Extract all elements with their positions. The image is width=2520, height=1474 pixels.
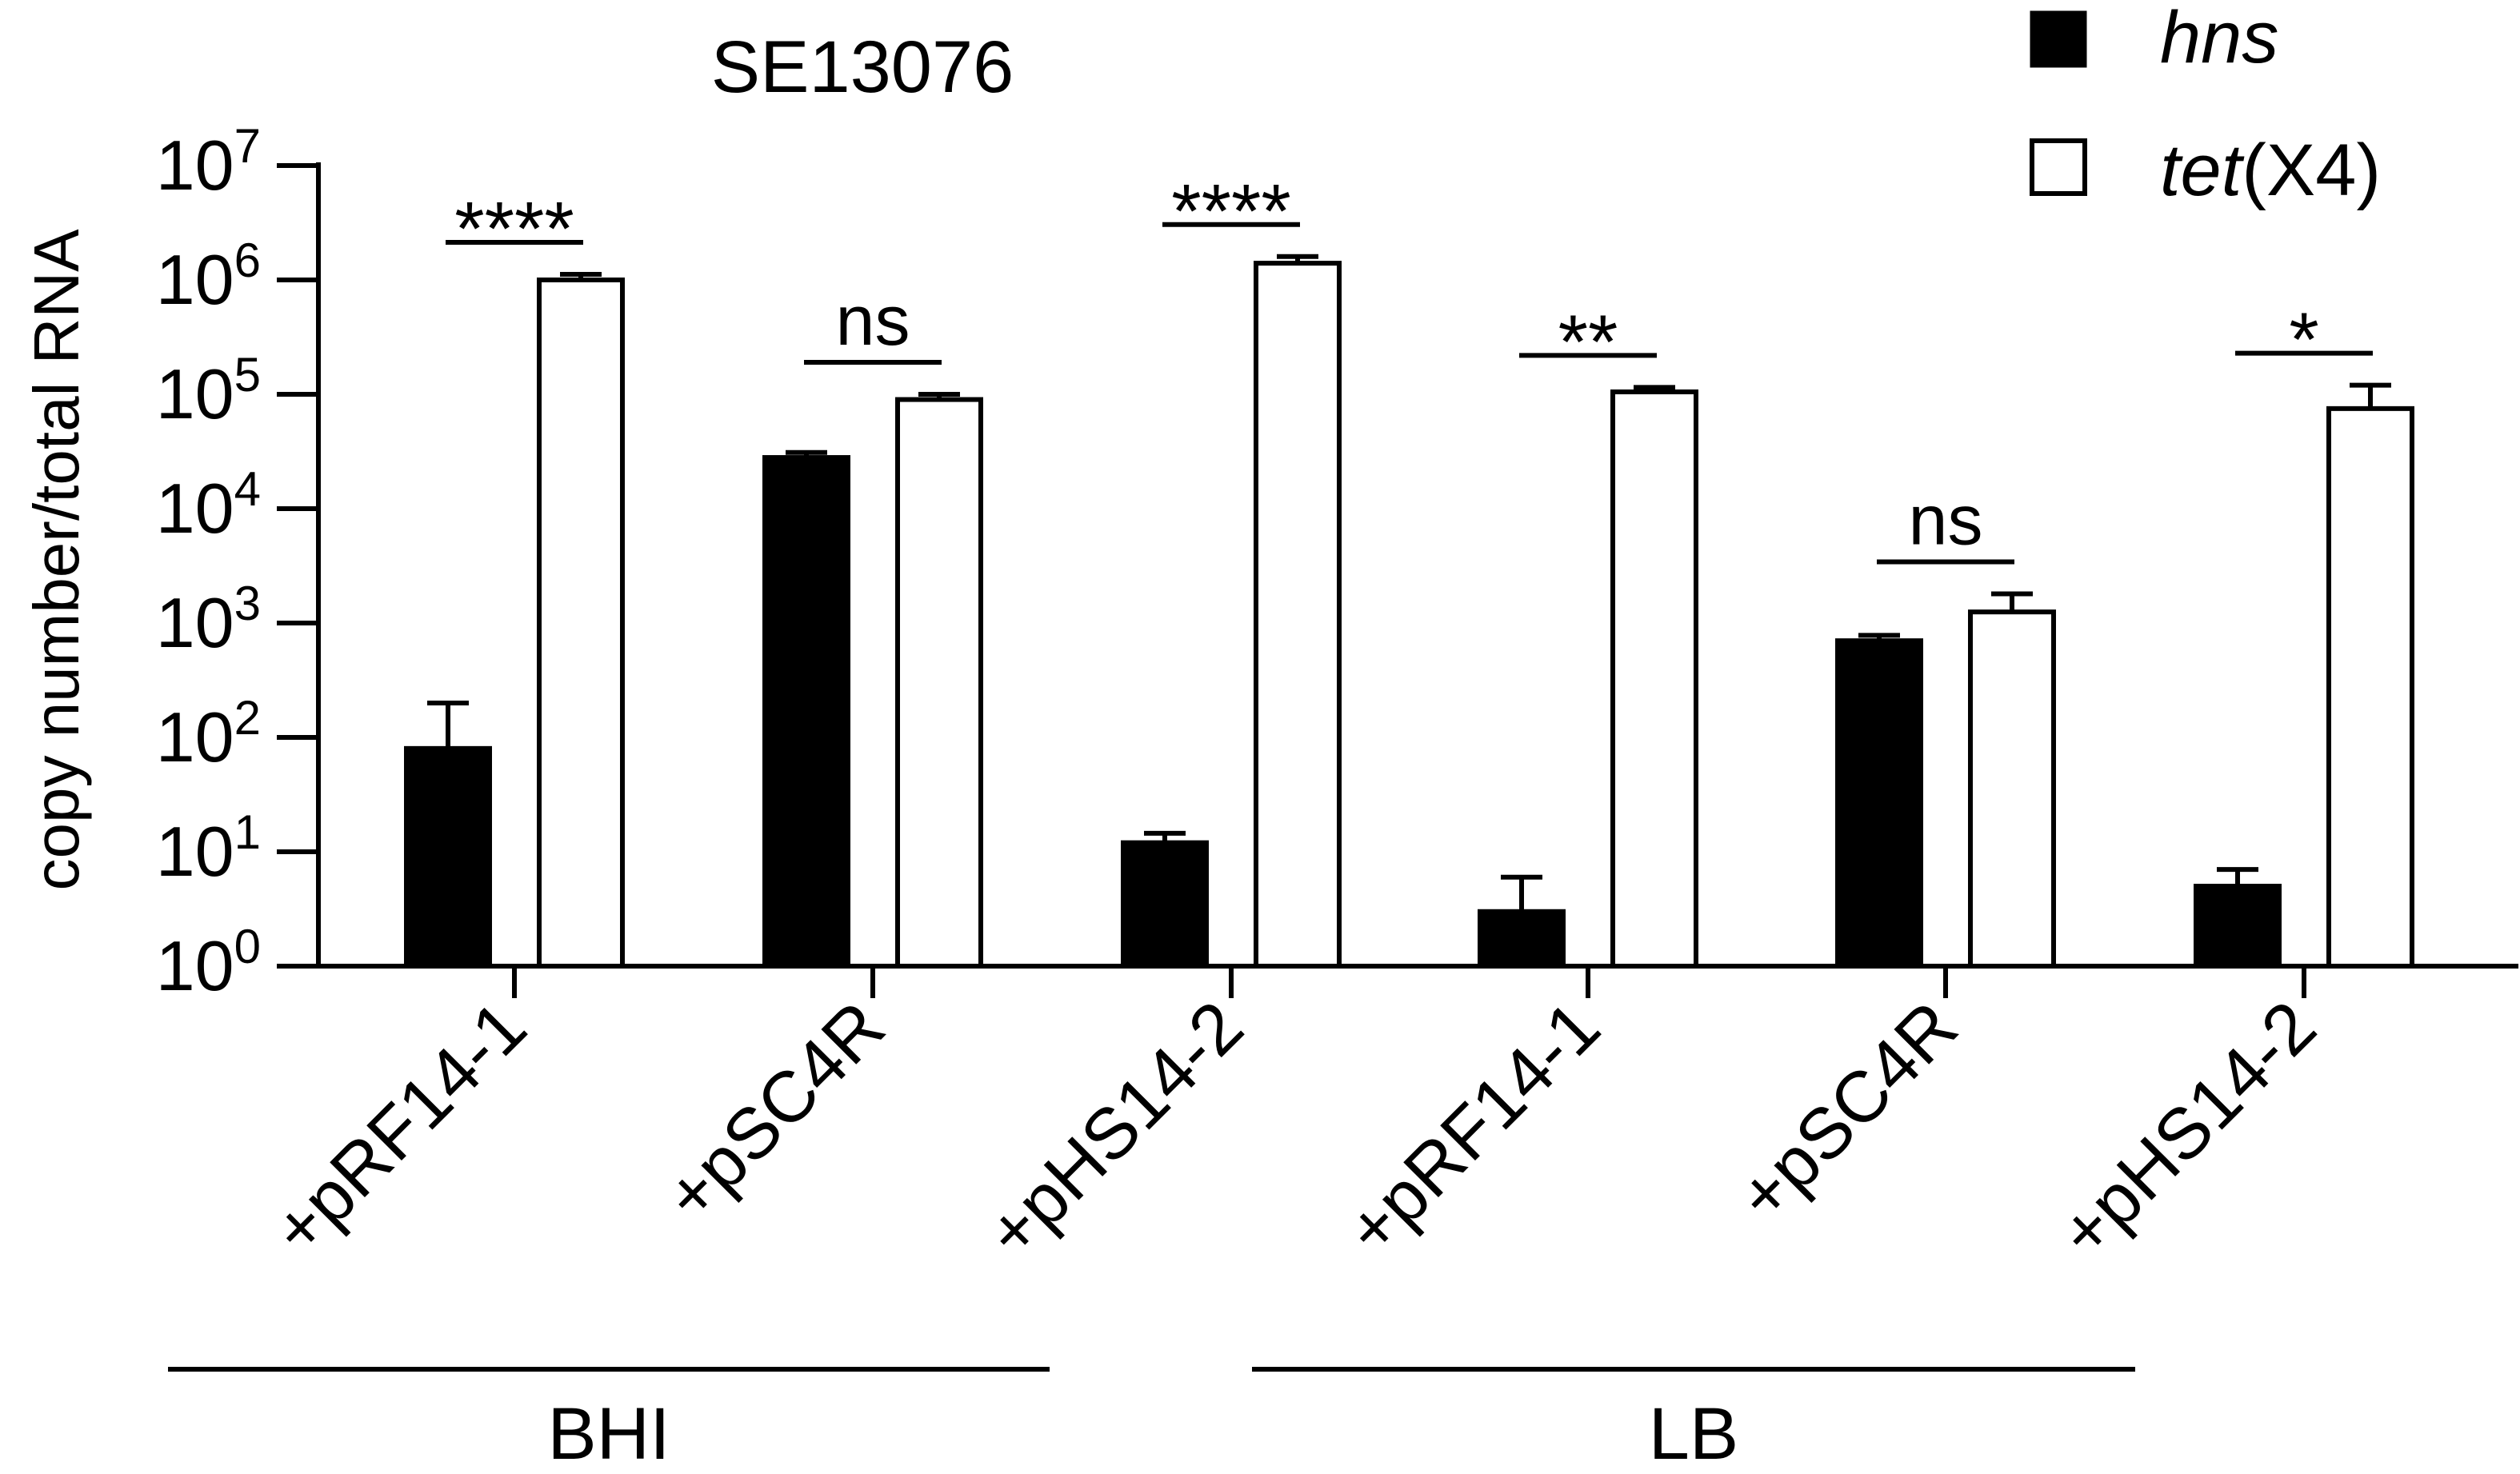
x-tick-label: +pSC4R	[650, 986, 900, 1236]
y-tick-label-base: 10	[156, 812, 234, 891]
y-tick-label-base: 10	[156, 469, 234, 548]
x-tick-label: +pHS14-2	[2044, 986, 2331, 1273]
legend-label-tetx4: tet(X4)	[2160, 130, 2381, 211]
bar-hns	[1478, 909, 1566, 969]
y-tick-label: 102	[156, 691, 261, 777]
legend-label-tetx4-suffix: (X4)	[2242, 130, 2381, 211]
significance-annotations: ****ns******ns*	[446, 169, 2373, 565]
significance-label: ns	[836, 281, 910, 360]
significance-label: *	[2289, 298, 2318, 383]
legend-label-hns: hns	[2160, 0, 2278, 78]
y-tick-label: 104	[156, 462, 261, 548]
significance-label: **	[1558, 299, 1618, 385]
y-tick-label-base: 10	[156, 126, 234, 205]
y-tick-label-exponent: 6	[234, 234, 261, 287]
bar-hns	[762, 455, 850, 969]
y-tick-label-exponent: 4	[234, 462, 261, 516]
y-tick-label-base: 10	[156, 697, 234, 777]
significance-label: ns	[1909, 480, 1983, 559]
legend-item-tetx4: tet(X4)	[2030, 130, 2381, 211]
bars	[404, 261, 2414, 969]
y-tick-label-exponent: 5	[234, 348, 261, 401]
group-labels: BHI LB	[168, 1367, 2135, 1474]
bar-tetx4	[1968, 609, 2056, 969]
x-axis: +pRF14-1 +pSC4R +pHS14-2 +pRF14-1 +pSC4R +pHS…	[258, 966, 2331, 1273]
y-tick-label-base: 10	[156, 583, 234, 662]
y-tick-label-base: 10	[156, 240, 234, 319]
legend-item-hns: hns	[2030, 0, 2278, 78]
y-tick-label: 107	[156, 119, 261, 205]
y-tick-label: 106	[156, 234, 261, 319]
group-label: LB	[1649, 1393, 1739, 1474]
y-tick-label: 105	[156, 348, 261, 433]
legend: hns tet(X4)	[2030, 0, 2381, 211]
bar-tetx4	[537, 278, 625, 969]
y-tick-label-exponent: 2	[234, 691, 261, 745]
error-bars	[427, 254, 2391, 912]
x-tick-label: +pSC4R	[1722, 986, 1973, 1236]
bar-hns	[1121, 840, 1209, 969]
y-tick-label: 103	[156, 577, 261, 662]
x-tick-label: +pRF14-1	[258, 986, 542, 1270]
chart-title: SE13076	[711, 26, 1014, 108]
bar-tetx4	[1254, 261, 1342, 969]
x-tick-label: +pHS14-2	[971, 986, 1258, 1273]
y-tick-label-base: 10	[156, 926, 234, 1005]
y-tick-label-exponent: 1	[234, 805, 261, 859]
bar-tetx4	[895, 397, 983, 969]
legend-swatch-tetx4	[2030, 138, 2087, 196]
bar-hns	[404, 745, 492, 969]
y-axis-label: copy number/total RNA	[21, 229, 92, 891]
bar-tetx4	[1610, 389, 1698, 969]
y-tick-label: 100	[156, 920, 261, 1005]
y-tick-label-exponent: 0	[234, 920, 261, 973]
group-label: BHI	[547, 1393, 670, 1474]
x-tick-label: +pRF14-1	[1331, 986, 1615, 1270]
bar-hns	[2194, 884, 2282, 969]
bar-hns	[1835, 638, 1923, 969]
significance-label: ****	[1171, 169, 1290, 254]
y-tick-label-exponent: 7	[234, 119, 261, 173]
y-tick-label: 101	[156, 805, 261, 891]
bar-tetx4	[2326, 405, 2414, 969]
significance-label: ****	[454, 186, 574, 272]
y-tick-label-base: 10	[156, 354, 234, 433]
legend-label-tetx4-italic: tet	[2160, 130, 2245, 211]
legend-swatch-hns	[2030, 10, 2087, 68]
y-tick-label-exponent: 3	[234, 577, 261, 630]
